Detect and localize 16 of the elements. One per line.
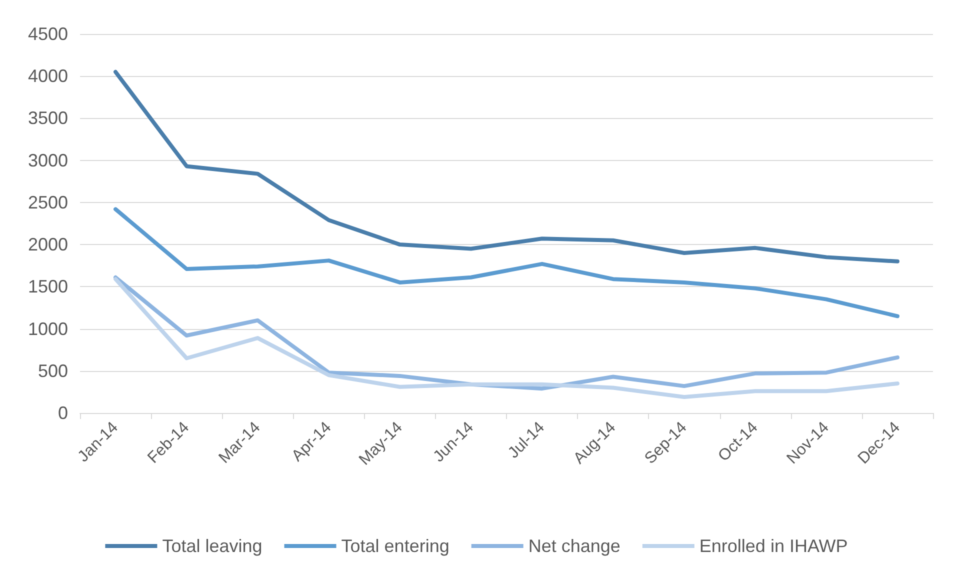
legend-label: Enrolled in IHAWP [699,536,848,556]
legend-label: Net change [528,536,620,556]
y-tick-label: 2500 [28,192,68,212]
y-tick-label: 4000 [28,66,68,86]
y-tick-label: 1000 [28,318,68,339]
y-tick-label: 3500 [28,108,68,128]
y-tick-label: 3000 [28,150,68,170]
line-series [114,207,900,318]
line-series [114,70,900,264]
y-tick-label: 1500 [28,276,68,297]
y-tick-label: 500 [38,360,68,381]
legend-label: Total leaving [162,536,262,556]
y-tick-label: 4500 [28,24,68,44]
legend-label: Total entering [341,536,450,556]
y-tick-label: 0 [58,403,68,423]
y-tick-label: 2000 [28,234,68,255]
